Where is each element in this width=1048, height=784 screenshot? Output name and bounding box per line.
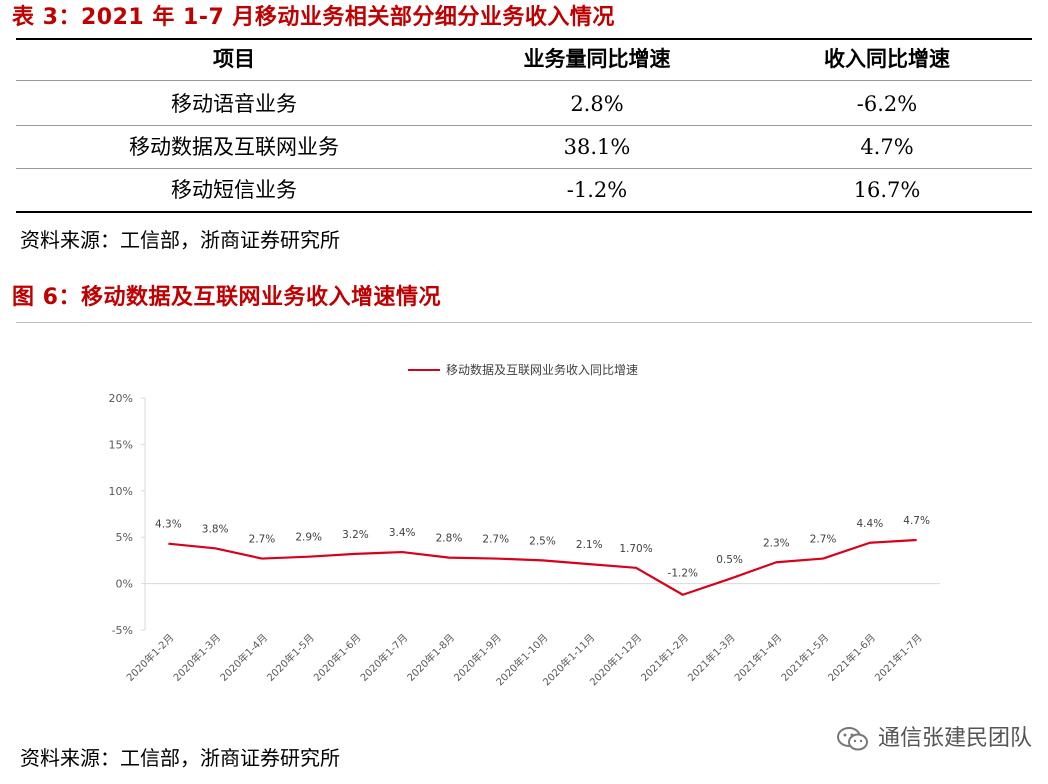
- table-header-revenue-growth: 收入同比增速: [824, 47, 950, 71]
- y-tick-label: 20%: [109, 392, 133, 405]
- table-header-rule: [16, 80, 1032, 81]
- data-label: 4.3%: [155, 519, 182, 531]
- data-label: 2.3%: [763, 537, 790, 549]
- data-labels: 4.3% 3.8% 2.7% 2.9% 3.2% 3.4% 2.8% 2.7% 2.5% 2.1%…: [155, 515, 930, 580]
- x-tick-label: 2021年1-2月: [638, 631, 691, 684]
- data-label: 2.7%: [482, 534, 509, 546]
- data-label: 3.8%: [202, 523, 229, 535]
- data-label: 4.7%: [903, 515, 930, 527]
- table-cell: -6.2%: [856, 92, 918, 116]
- data-label: 2.9%: [295, 532, 322, 544]
- table-cell: 38.1%: [563, 135, 631, 159]
- x-tick-label: 2020年1-9月: [451, 631, 504, 684]
- chart-canvas: 移动数据及互联网业务收入同比增速 -5% 0% 5% 10% 15% 20% 2020年1…: [109, 362, 940, 688]
- x-tick-label: 2021年1-7月: [872, 631, 925, 684]
- table-row-rule: [16, 168, 1032, 169]
- y-axis: -5% 0% 5% 10% 15% 20%: [109, 392, 146, 637]
- table-bottom-rule: [16, 211, 1032, 213]
- table-title: 表 3：2021 年 1-7 月移动业务相关部分细分业务收入情况: [12, 5, 615, 30]
- data-label: 4.4%: [857, 518, 884, 530]
- x-tick-label: 2020年1-8月: [404, 631, 457, 684]
- data-label: -1.2%: [668, 568, 698, 580]
- data-label: 1.70%: [619, 543, 652, 555]
- y-tick-label: 15%: [109, 438, 133, 451]
- x-tick-label: 2020年1-5月: [264, 631, 317, 684]
- x-tick-label: 2020年1-3月: [170, 631, 223, 684]
- figure-title-rule: [16, 322, 1032, 323]
- data-label: 2.8%: [436, 533, 463, 545]
- table-header-item: 项目: [213, 47, 255, 71]
- x-tick-label: 2021年1-5月: [778, 631, 831, 684]
- x-tick-label: 2021年1-4月: [732, 631, 785, 684]
- table-cell: 4.7%: [860, 135, 914, 159]
- x-axis: 2020年1-2月2020年1-3月2020年1-4月2020年1-5月2020…: [124, 583, 940, 688]
- table-source-note: 资料来源：工信部，浙商证券研究所: [20, 228, 340, 252]
- line-chart: 移动数据及互联网业务收入同比增速 -5% 0% 5% 10% 15% 20% 2020年1…: [0, 320, 1048, 740]
- data-label: 2.7%: [810, 534, 837, 546]
- data-label: 0.5%: [716, 554, 743, 566]
- table-header-volume-growth: 业务量同比增速: [523, 47, 671, 71]
- x-tick-label: 2020年1-2月: [124, 631, 177, 684]
- data-label: 2.5%: [529, 535, 556, 547]
- series-line-path: [168, 538, 917, 596]
- x-tick-label: 2021年1-6月: [825, 631, 878, 684]
- x-tick-label: 2020年1-4月: [217, 631, 270, 684]
- table-row-rule: [16, 125, 1032, 126]
- series-line: [168, 538, 917, 596]
- table-top-rule: [16, 38, 1032, 40]
- data-label: 2.1%: [576, 539, 603, 551]
- y-tick-label: 10%: [109, 485, 133, 498]
- y-tick-label: -5%: [112, 624, 133, 637]
- figure-source-note: 资料来源：工信部，浙商证券研究所: [20, 746, 340, 770]
- table-cell: 移动短信业务: [171, 178, 297, 202]
- y-tick-label: 0%: [116, 578, 133, 591]
- x-tick-label: 2020年1-7月: [357, 631, 410, 684]
- wechat-icon: [836, 727, 868, 751]
- x-tick-label: 2021年1-3月: [685, 631, 738, 684]
- table-cell: 移动数据及互联网业务: [129, 135, 339, 159]
- data-label: 3.2%: [342, 529, 369, 541]
- table-cell: 2.8%: [570, 92, 624, 116]
- table-cell: -1.2%: [566, 178, 628, 202]
- data-label: 3.4%: [389, 527, 416, 539]
- watermark: 通信张建民团队: [836, 724, 1032, 754]
- watermark-text: 通信张建民团队: [877, 726, 1032, 751]
- table-cell: 移动语音业务: [171, 92, 297, 116]
- figure-title: 图 6：移动数据及互联网业务收入增速情况: [12, 285, 441, 310]
- y-tick-label: 5%: [116, 531, 133, 544]
- legend-label: 移动数据及互联网业务收入同比增速: [446, 362, 638, 377]
- x-tick-label: 2020年1-6月: [311, 631, 364, 684]
- data-label: 2.7%: [249, 534, 276, 546]
- table-cell: 16.7%: [853, 178, 921, 202]
